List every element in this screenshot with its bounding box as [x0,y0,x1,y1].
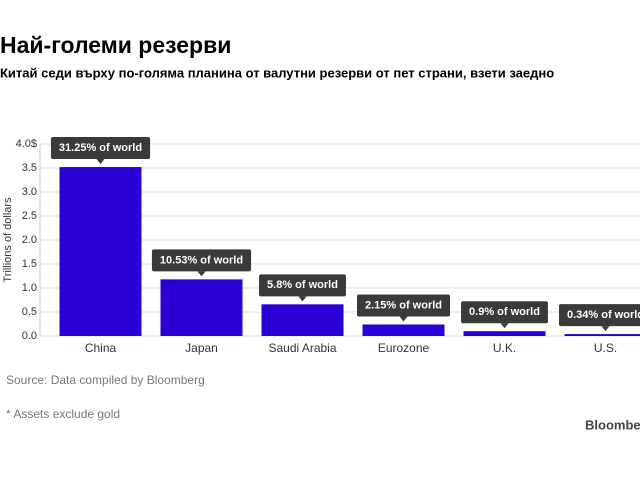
bar [362,324,445,336]
y-tick-label: 1.0 [22,282,37,294]
annotation-box [259,274,346,297]
y-tick-label: 3.5 [22,162,37,174]
annotation-label: 5.8% of world [267,279,338,291]
annotation-pointer [298,296,307,302]
bar [160,279,243,336]
bar [463,331,546,336]
annotation-pointer [197,271,206,277]
y-axis-label: Trillions of dollars [2,197,14,283]
annotation-label: 0.34% of world [567,309,640,321]
source: Source: Data compiled by Bloomberg [6,373,205,387]
annotation-box [558,304,640,327]
y-tick-label: 4.0$ [16,138,37,150]
chart-subtitle: Китай седи върху по-голяма планина от ва… [0,65,554,80]
bar [59,167,142,336]
y-tick-label: 0.5 [22,306,37,318]
annotation-pointer [399,316,408,322]
annotation-label: 0.9% of world [469,306,540,318]
bar [564,334,640,336]
annotation-box [151,249,252,272]
chart-title: Най-големи резерви [0,32,231,58]
annotation-label: 10.53% of world [160,254,243,266]
x-tick-label: Saudi Arabia [268,341,336,355]
annotation-label: 2.15% of world [365,299,442,311]
footnote: * Assets exclude gold [6,407,120,421]
annotation-box [356,294,451,317]
y-tick-label: 3.0 [22,186,37,198]
y-tick-label: 0.0 [22,330,37,342]
y-tick-label: 2.5 [22,210,37,222]
x-tick-label: U.K. [493,341,516,355]
x-tick-label: Japan [185,341,218,355]
brand: Bloomberg [585,417,640,432]
y-tick-label: 2.0 [22,234,37,246]
annotation-pointer [601,326,610,332]
x-tick-label: Eurozone [378,341,430,355]
annotation-box [461,301,548,324]
annotation-pointer [96,159,105,165]
annotation-box [50,137,151,160]
annotation-pointer [500,323,509,329]
y-tick-label: 1.5 [22,258,37,270]
x-tick-label: U.S. [594,341,617,355]
annotation-label: 31.25% of world [59,142,142,154]
bar [261,304,344,336]
x-tick-label: China [85,341,117,355]
